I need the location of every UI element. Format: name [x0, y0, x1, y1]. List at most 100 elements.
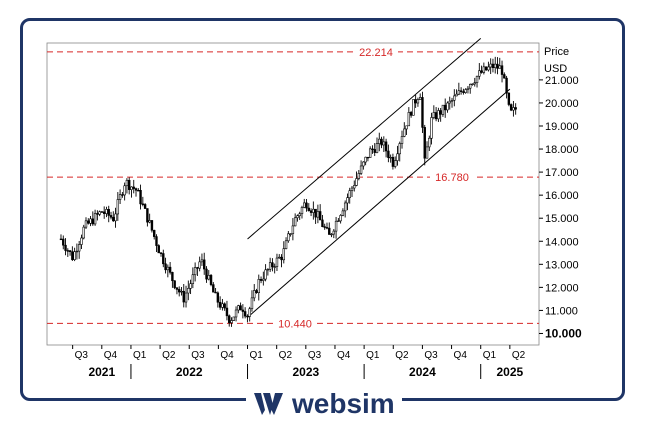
candle-body	[373, 149, 376, 153]
candle-body	[423, 127, 426, 159]
candle-body	[278, 256, 281, 259]
candle-body	[355, 178, 358, 186]
candle-body	[150, 220, 154, 231]
candle-body	[469, 84, 472, 89]
candle-body	[91, 218, 95, 225]
candle-body	[71, 251, 74, 260]
candle-body	[275, 257, 279, 268]
candle-body	[403, 128, 406, 137]
candle-body	[500, 65, 504, 75]
candle-body	[230, 320, 233, 324]
candle-body	[228, 315, 231, 324]
candle-body	[325, 227, 329, 229]
candle-body	[450, 99, 454, 102]
candle-body	[203, 259, 206, 270]
candle-body	[175, 287, 179, 290]
y-tick-label: 17.000	[545, 167, 579, 179]
candle-body	[457, 90, 461, 95]
candle-body	[218, 301, 222, 308]
candle-body	[125, 179, 129, 187]
candle-body	[191, 274, 195, 284]
candle-body	[232, 316, 235, 321]
candle-body	[387, 150, 390, 158]
candle-body	[84, 220, 88, 228]
candle-body	[328, 227, 331, 235]
trend-channel	[247, 38, 511, 318]
y-axis: Price USD 10.000 11.000 12.000 13.000 14.000…	[539, 46, 582, 340]
candle-body	[487, 66, 490, 71]
candle-body	[330, 233, 333, 236]
candle-body	[164, 263, 167, 271]
candle-body	[137, 189, 140, 192]
candle-body	[243, 311, 247, 317]
x-quarter-label: Q2	[279, 350, 293, 361]
candle-body	[341, 210, 345, 216]
candle-body	[405, 125, 408, 130]
y-tick-label: 18.000	[545, 144, 579, 156]
candle-body	[96, 213, 99, 215]
candle-body	[82, 226, 85, 239]
candle-body	[446, 102, 449, 111]
candle-body	[384, 141, 388, 152]
candle-body	[332, 230, 336, 235]
candle-body	[105, 209, 108, 214]
candle-body	[287, 233, 290, 242]
candle-body	[246, 315, 249, 318]
candle-body	[118, 194, 122, 200]
candle-body	[366, 156, 370, 159]
candle-body	[473, 82, 476, 85]
candle-body	[121, 194, 124, 196]
candle-body	[180, 290, 183, 293]
candle-body	[157, 245, 160, 254]
candle-body	[300, 207, 304, 215]
candle-body	[114, 213, 117, 222]
candle-body	[466, 87, 470, 90]
y-tick-label: 10.000	[545, 326, 582, 340]
y-axis-unit: USD	[544, 63, 567, 75]
candle-body	[375, 143, 379, 153]
candle-body	[312, 208, 315, 213]
candle-body	[264, 269, 267, 280]
x-quarter-label: Q3	[75, 350, 89, 361]
candle-body	[289, 233, 292, 235]
candle-body	[214, 291, 217, 294]
candle-body	[102, 211, 106, 214]
x-quarter-label: Q1	[133, 350, 147, 361]
candle-body	[393, 160, 397, 167]
y-tick-label: 16.000	[545, 190, 579, 202]
websim-logo: websim	[252, 388, 395, 420]
candle-body	[353, 185, 356, 189]
candle-body	[293, 217, 297, 227]
candle-body	[253, 290, 256, 299]
candle-body	[453, 95, 456, 101]
candle-body	[380, 138, 383, 146]
candle-body	[262, 278, 265, 281]
candle-body	[396, 153, 399, 161]
candle-body	[503, 74, 506, 79]
candle-body	[168, 266, 172, 273]
candle-body	[207, 275, 210, 280]
candle-body	[189, 283, 192, 289]
candle-body	[234, 309, 238, 318]
candle-body	[309, 210, 313, 213]
level-label-bg	[273, 317, 317, 330]
candle-body	[414, 99, 417, 104]
candle-body	[127, 179, 131, 190]
candle-body	[455, 93, 458, 97]
x-quarter-label: Q3	[308, 350, 322, 361]
candle-body	[400, 136, 404, 144]
candle-body	[143, 204, 147, 209]
candle-body	[323, 226, 326, 228]
x-quarter-label: Q2	[512, 350, 526, 361]
candle-body	[109, 215, 113, 218]
candle-body	[350, 187, 354, 191]
candle-body	[318, 211, 322, 221]
candle-body	[66, 250, 70, 252]
candle-body	[498, 65, 501, 69]
candle-body	[266, 268, 270, 271]
candle-body	[314, 208, 317, 218]
candle-body	[462, 91, 465, 93]
candle-body	[298, 213, 301, 217]
candle-body	[291, 225, 295, 235]
candle-body	[432, 112, 436, 118]
